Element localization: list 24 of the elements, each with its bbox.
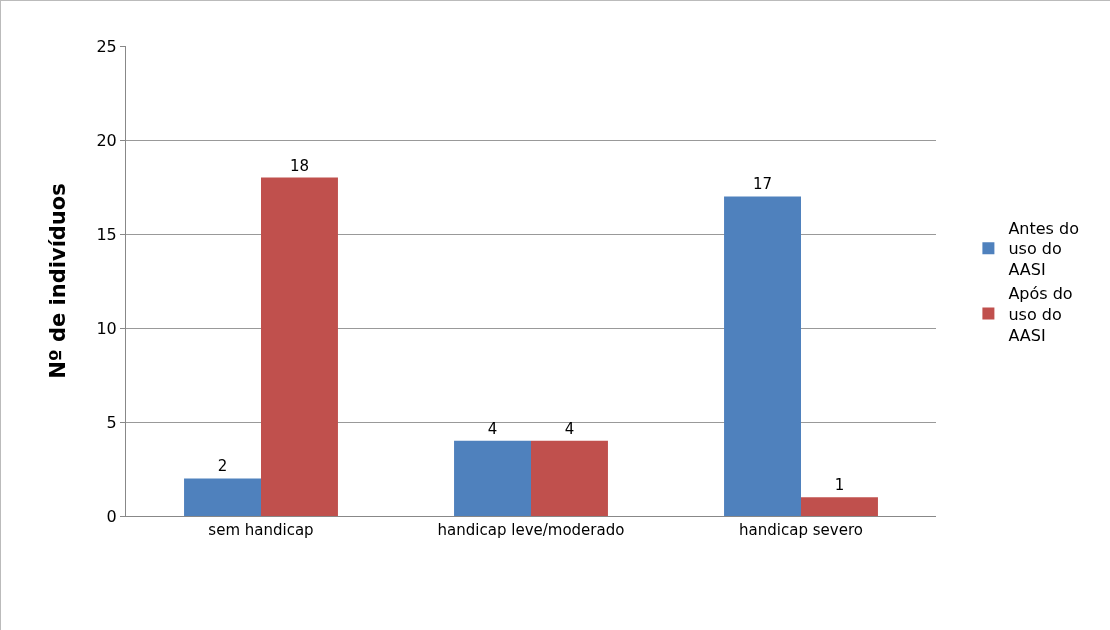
y-tick-label: 15 [96,224,117,244]
x-tick-label: handicap severo [739,521,863,539]
y-tick-label: 10 [96,318,117,338]
data-label: 17 [752,175,773,194]
bar [801,497,878,516]
legend-label: Após do uso do AASI [1008,284,1073,345]
bar [454,440,531,516]
data-label: 4 [564,419,575,438]
data-label: 1 [834,476,845,495]
bar [184,478,261,516]
y-tick-label: 0 [106,506,117,526]
legend-label: Antes do uso do AASI [1008,218,1079,280]
data-label: 2 [217,457,228,476]
data-label: 18 [289,156,310,175]
data-label: 4 [487,419,498,438]
x-tick-label: handicap leve/moderado [437,521,625,539]
y-tick-label: 5 [106,412,117,432]
y-tick-label: 20 [96,130,117,150]
bar [261,177,338,516]
bar [531,440,608,516]
bar [724,196,801,516]
x-tick-label: sem handicap [208,521,314,539]
y-axis-title: Nº de indivíduos [45,183,70,379]
y-tick-label: 25 [96,36,117,56]
